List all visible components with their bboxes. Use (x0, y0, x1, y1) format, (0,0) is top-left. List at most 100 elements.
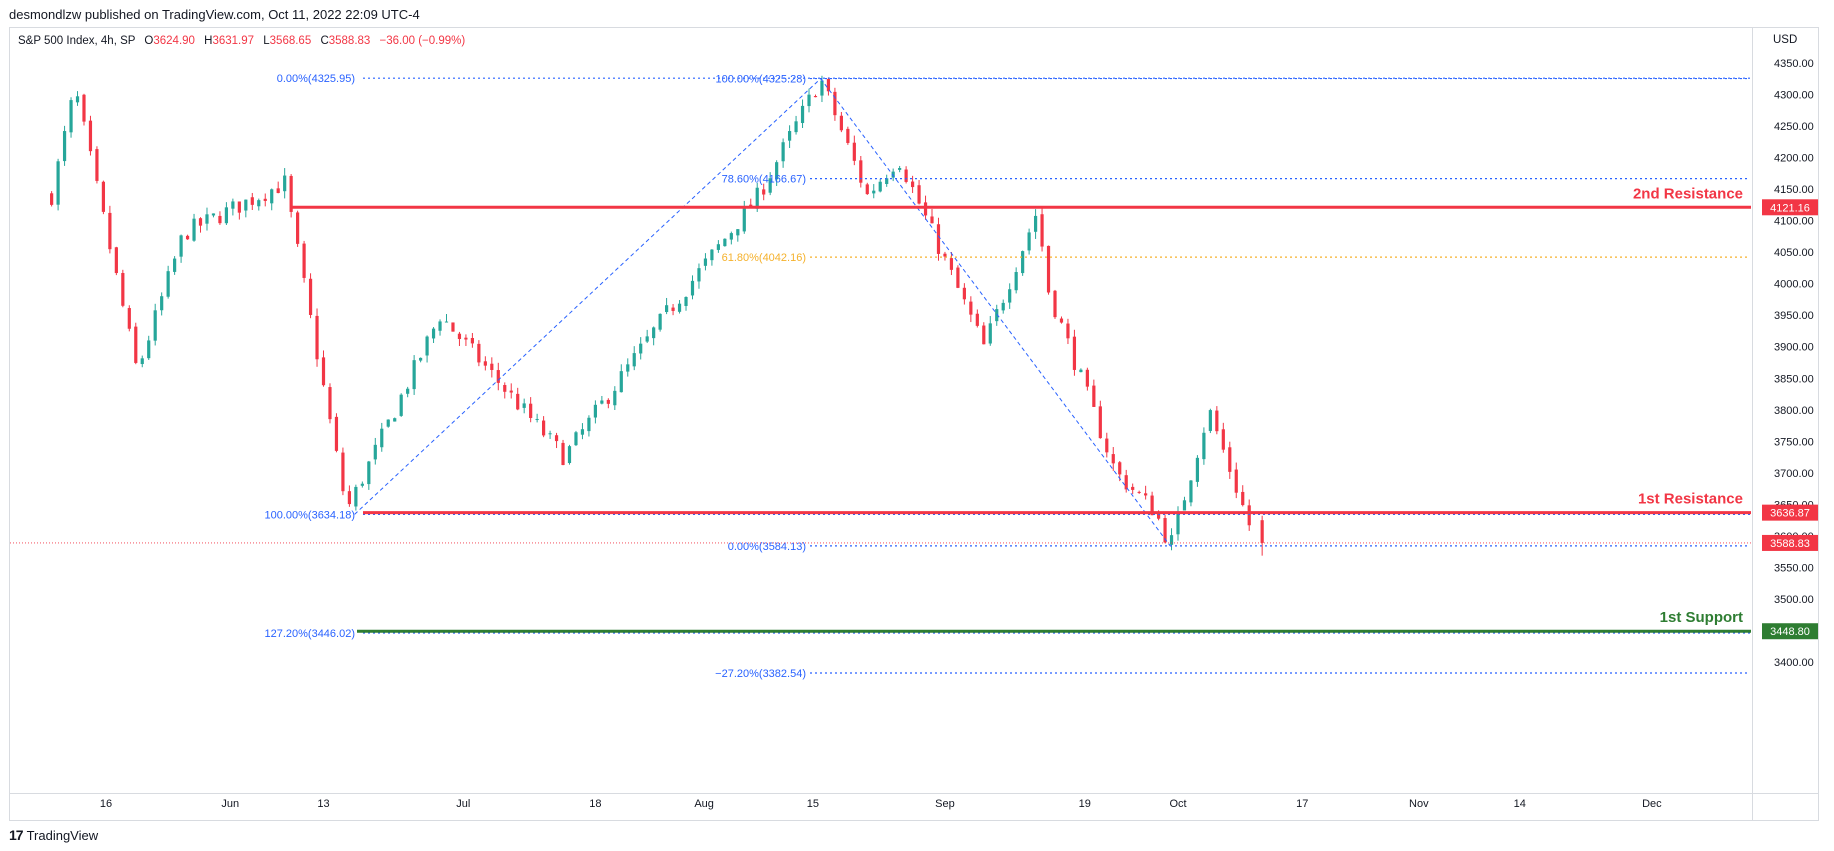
y-tick-label: 4250.00 (1774, 121, 1814, 133)
candle-body (1221, 429, 1225, 450)
publisher-info: desmondlzw published on TradingView.com,… (9, 7, 420, 22)
candle-body (257, 200, 261, 207)
candle-body (529, 403, 533, 418)
tradingview-footer[interactable]: 17 TradingView (9, 827, 98, 843)
candle-body (380, 428, 384, 448)
candle-body (1228, 447, 1232, 472)
candle-body (613, 390, 617, 406)
candle-body (1163, 518, 1167, 543)
candle-body (1008, 289, 1012, 303)
price-axis-level-box (1762, 504, 1818, 521)
candle-body (1085, 369, 1089, 387)
candle-body (296, 212, 300, 244)
candle-body (807, 94, 811, 107)
candle-body (1234, 469, 1238, 493)
candle-body (153, 310, 157, 341)
y-tick-label: 4050.00 (1774, 247, 1814, 259)
candle-body (88, 120, 93, 152)
candle-body (723, 238, 727, 247)
candle-body (1260, 520, 1264, 543)
candle-body (451, 322, 455, 332)
trend-line (820, 78, 1171, 547)
candle-body (160, 296, 164, 311)
x-tick-label: Aug (694, 798, 714, 810)
candle-body (775, 162, 779, 180)
symbol-name[interactable]: S&P 500 Index, 4h, SP (18, 35, 136, 47)
candle-body (503, 385, 507, 392)
candle-body (250, 197, 254, 205)
candle-body (367, 461, 371, 485)
candle-body (930, 216, 934, 224)
y-tick-label: 3750.00 (1774, 436, 1814, 448)
candle-body (988, 323, 992, 344)
candle-body (1215, 410, 1219, 432)
x-tick-label: 16 (100, 798, 112, 810)
high-label: H (204, 35, 213, 47)
candle-body (470, 338, 474, 344)
candle-body (561, 442, 565, 466)
candle-body (496, 370, 500, 383)
candle-body (736, 229, 740, 236)
candle-body (1189, 480, 1193, 503)
candle-body (800, 105, 805, 124)
candle-body (1072, 336, 1077, 370)
candle-body (302, 243, 306, 278)
candle-body (969, 301, 973, 315)
candle-body (885, 178, 889, 184)
high-value: 3631.97 (212, 35, 255, 47)
candle-body (995, 309, 999, 322)
y-tick-label: 3950.00 (1774, 310, 1814, 322)
candle-body (632, 353, 636, 367)
chart-frame (9, 27, 1819, 821)
candle-body (1169, 535, 1174, 545)
candle-body (1176, 511, 1180, 535)
x-tick-label: Jun (221, 798, 239, 810)
y-tick-label: 3850.00 (1774, 373, 1814, 385)
y-tick-label: 3500.00 (1774, 594, 1814, 606)
candle-body (781, 142, 785, 162)
y-tick-label: 3550.00 (1774, 562, 1814, 574)
currency-label[interactable]: USD (1773, 34, 1798, 46)
candle-body (677, 303, 682, 312)
candle-body (729, 233, 733, 240)
y-tick-label: 4100.00 (1774, 216, 1814, 228)
candle-body (548, 433, 552, 435)
candle-body (224, 207, 229, 224)
change-value: −36.00 (−0.99%) (379, 35, 466, 47)
candle-body (1033, 215, 1038, 232)
candle-body (121, 272, 125, 306)
candle-body (690, 280, 695, 296)
candle-body (62, 131, 67, 162)
candle-body (412, 360, 416, 390)
candle-body (652, 327, 656, 339)
y-tick-label: 4000.00 (1774, 279, 1814, 291)
candle-body (321, 357, 326, 386)
low-label: L (263, 35, 270, 47)
candle-body (393, 418, 397, 422)
candle-body (982, 325, 986, 345)
candle-body (710, 249, 714, 261)
candle-body (147, 340, 151, 359)
candle-body (211, 213, 216, 216)
candle-body (1131, 486, 1135, 490)
candle-body (1105, 438, 1109, 453)
fib-level-label: 100.00%(3634.18) (264, 509, 355, 521)
candle-body (354, 486, 358, 507)
x-tick-label: 14 (1514, 798, 1526, 810)
candle-body (956, 267, 960, 288)
candle-body (1144, 493, 1148, 496)
candle-body (173, 258, 177, 272)
x-tick-label: Nov (1409, 798, 1429, 810)
candle-body (50, 193, 54, 205)
level-annotation: 2nd Resistance (1633, 185, 1743, 202)
candle-body (1014, 272, 1018, 291)
candle-body (490, 363, 494, 370)
candle-body (697, 268, 701, 282)
y-tick-label: 3700.00 (1774, 468, 1814, 480)
candle-body (1001, 302, 1005, 311)
y-tick-label: 3800.00 (1774, 405, 1814, 417)
candle-body (205, 214, 209, 224)
candle-body (1195, 457, 1200, 482)
level-annotation: 1st Resistance (1638, 491, 1743, 508)
